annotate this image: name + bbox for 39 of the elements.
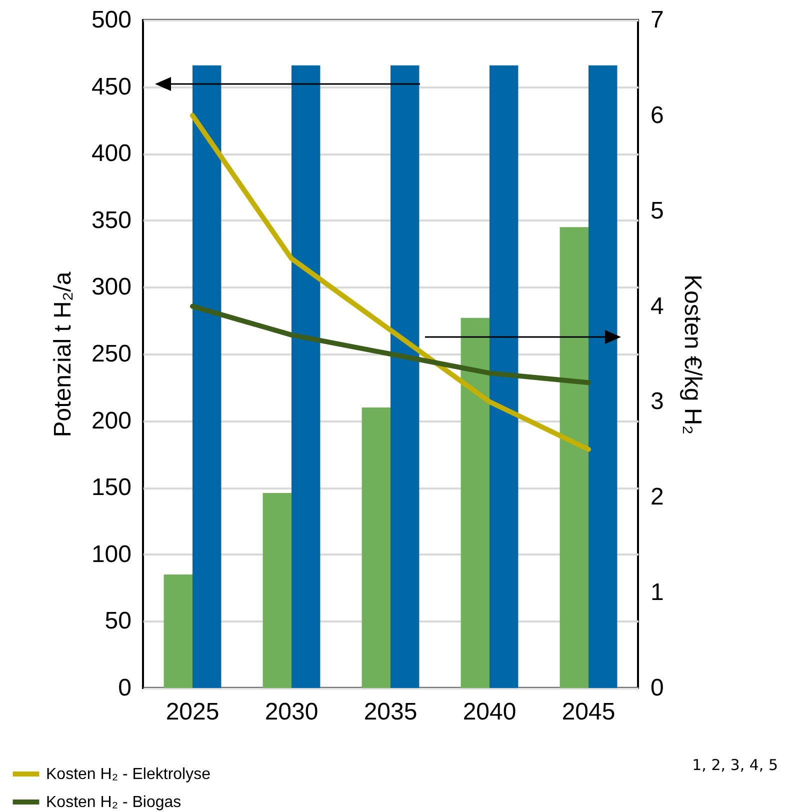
y-tick-label: 50 xyxy=(104,608,132,635)
x-tick-label: 2030 xyxy=(264,698,318,726)
bar xyxy=(560,227,588,688)
y2-tick-label: 1 xyxy=(650,579,664,606)
bar xyxy=(292,65,320,688)
legend-label: Kosten H₂ - Elektrolyse xyxy=(46,766,211,783)
y-tick-label: 0 xyxy=(118,674,132,702)
y2-tick-label: 7 xyxy=(650,6,664,34)
y2-tick-label: 6 xyxy=(650,102,664,129)
bar xyxy=(192,65,222,688)
y-tick-label: 200 xyxy=(91,407,132,434)
y-tick-label: 450 xyxy=(91,73,132,100)
y2-tick-label: 4 xyxy=(650,292,664,320)
y-tick-label: 100 xyxy=(91,540,132,568)
y2-tick-label: 5 xyxy=(650,197,664,224)
y-tick-label: 350 xyxy=(91,206,132,234)
bar xyxy=(262,492,292,688)
bar xyxy=(390,65,420,688)
y2-tick-label: 2 xyxy=(650,484,664,511)
legend-label: Kosten H₂ - Biogas xyxy=(46,794,182,811)
x-tick-label: 2045 xyxy=(562,698,616,726)
bar xyxy=(588,65,618,688)
y2-tick-label: 0 xyxy=(650,674,664,702)
y2-tick-label: 3 xyxy=(650,388,664,416)
y-tick-label: 500 xyxy=(91,6,132,34)
bar xyxy=(490,65,518,688)
y-tick-label: 400 xyxy=(91,140,132,168)
y-axis-title: Potenzial t H₂/a xyxy=(49,271,76,438)
y2-axis-title: Kosten €/kg H₂ xyxy=(678,274,706,435)
y-tick-label: 150 xyxy=(91,474,132,502)
x-tick-label: 2035 xyxy=(364,698,418,726)
bar xyxy=(362,407,390,688)
y-tick-label: 300 xyxy=(91,274,132,301)
bar xyxy=(164,574,192,688)
text: 1, 2, 3, 4, 5 xyxy=(692,756,778,774)
x-tick-label: 2025 xyxy=(166,698,220,726)
x-tick-label: 2040 xyxy=(462,698,516,726)
y-tick-label: 250 xyxy=(91,340,132,368)
bar xyxy=(460,318,490,688)
